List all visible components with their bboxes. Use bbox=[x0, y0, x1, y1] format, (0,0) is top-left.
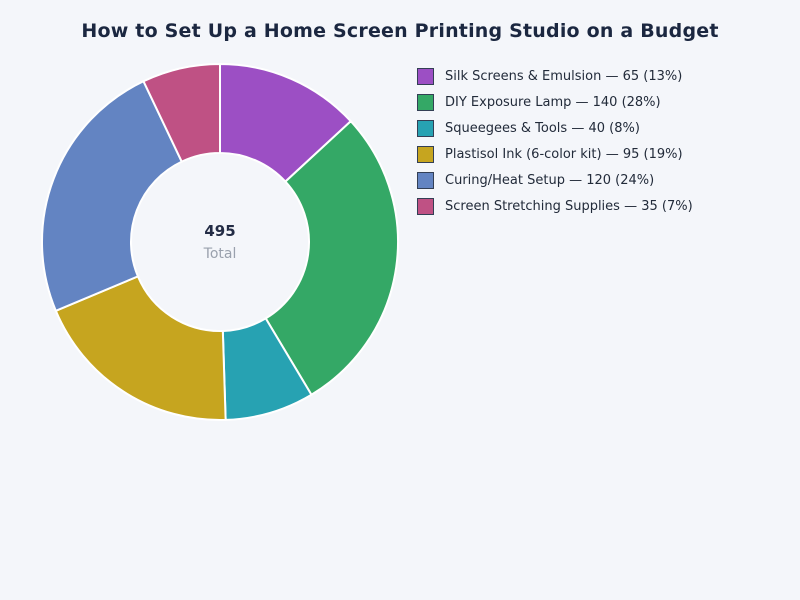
donut-chart: 495 Total bbox=[40, 62, 400, 422]
legend-label: Plastisol Ink (6-color kit) — 95 (19%) bbox=[445, 146, 683, 162]
donut-slice-2 bbox=[264, 119, 399, 397]
legend-swatch bbox=[417, 145, 434, 163]
legend-item: Curing/Heat Setup — 120 (24%) bbox=[417, 171, 693, 189]
legend-label: Curing/Heat Setup — 120 (24%) bbox=[445, 172, 655, 188]
legend-label: Silk Screens & Emulsion — 65 (13%) bbox=[445, 68, 683, 84]
legend-item: Screen Stretching Supplies — 35 (7%) bbox=[417, 197, 693, 215]
legend-swatch bbox=[417, 171, 434, 189]
legend-swatch bbox=[417, 67, 434, 85]
legend-item: Silk Screens & Emulsion — 65 (13%) bbox=[417, 67, 693, 85]
legend-swatch bbox=[417, 93, 434, 111]
legend-label: Squeegees & Tools — 40 (8%) bbox=[445, 120, 640, 136]
donut-slice-5 bbox=[41, 79, 184, 313]
legend-swatch bbox=[417, 119, 434, 137]
legend-item: Squeegees & Tools — 40 (8%) bbox=[417, 119, 693, 137]
donut-slice-6 bbox=[142, 62, 221, 163]
chart-title: How to Set Up a Home Screen Printing Stu… bbox=[81, 20, 719, 42]
legend-swatch bbox=[417, 197, 434, 215]
donut-svg bbox=[41, 62, 399, 421]
donut-slice-4 bbox=[54, 275, 227, 421]
legend-item: DIY Exposure Lamp — 140 (28%) bbox=[417, 93, 693, 111]
legend-item: Plastisol Ink (6-color kit) — 95 (19%) bbox=[417, 145, 693, 163]
chart-legend: Silk Screens & Emulsion — 65 (13%) DIY E… bbox=[417, 67, 693, 223]
legend-label: DIY Exposure Lamp — 140 (28%) bbox=[445, 94, 661, 110]
legend-label: Screen Stretching Supplies — 35 (7%) bbox=[445, 198, 693, 214]
